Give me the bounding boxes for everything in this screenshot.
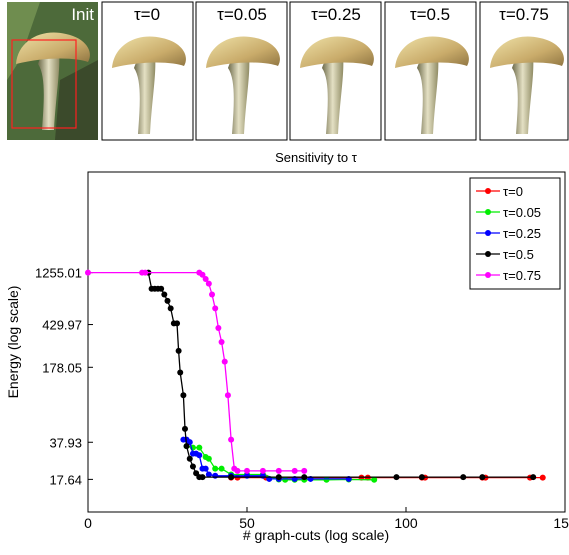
legend-label: τ=0.05: [503, 205, 541, 220]
data-point: [234, 467, 241, 474]
data-point: [228, 474, 235, 481]
data-point: [539, 474, 546, 481]
data-point: [205, 280, 212, 287]
image-strip: Init τ=0 τ=0.05 τ=0.25 τ=0.5 τ=0.75: [7, 1, 569, 141]
legend-label: τ=0.25: [503, 226, 541, 241]
data-point: [212, 465, 219, 472]
data-point: [167, 305, 174, 312]
panel: τ=0: [101, 1, 194, 141]
data-point: [177, 369, 184, 376]
data-point: [215, 325, 222, 332]
data-point: [212, 472, 219, 479]
panel-label: τ=0.05: [217, 5, 267, 24]
y-tick-label: 37.93: [49, 435, 82, 450]
data-point: [275, 467, 282, 474]
data-point: [186, 455, 193, 462]
data-point: [205, 455, 212, 462]
x-tick-label: 50: [239, 515, 255, 531]
legend: τ=0 τ=0.05 τ=0.25 τ=0.5 τ=0.75: [469, 177, 561, 290]
data-point: [164, 297, 171, 304]
data-point: [181, 425, 188, 432]
data-point: [158, 285, 165, 292]
data-point: [301, 467, 308, 474]
panel-label: τ=0.25: [311, 5, 361, 24]
data-point: [275, 474, 282, 481]
data-point: [259, 467, 266, 474]
data-point: [199, 474, 206, 481]
data-point: [196, 444, 203, 451]
series-line: [88, 271, 305, 472]
chart-title: Sensitivity to τ: [275, 150, 358, 165]
data-point: [371, 476, 378, 483]
data-point: [460, 474, 467, 481]
data-point: [174, 320, 181, 327]
data-point: [180, 392, 187, 399]
data-point: [212, 305, 219, 312]
data-point: [530, 474, 537, 481]
data-point: [202, 465, 209, 472]
y-tick-label: 17.64: [49, 472, 82, 487]
legend-label: τ=0.75: [503, 268, 541, 283]
data-point: [218, 339, 225, 345]
legend-label: τ=0: [503, 184, 523, 199]
data-point: [183, 443, 190, 450]
foliage: [7, 2, 40, 80]
legend-marker: [485, 251, 491, 257]
data-point: [186, 439, 193, 446]
plot-area: 0 50 100 150 17.64 37.93 178.05 429.97 1255.01 τ=…: [35, 177, 569, 531]
data-point: [205, 471, 212, 478]
panel-label: τ=0: [134, 5, 160, 24]
data-point: [209, 291, 216, 298]
x-tick-label: 0: [84, 515, 92, 531]
y-tick-label: 1255.01: [35, 266, 82, 281]
data-point: [244, 467, 250, 474]
legend-marker: [485, 230, 491, 236]
x-tick-label: 150: [553, 515, 569, 531]
data-point: [189, 463, 196, 470]
panel: τ=0.5: [384, 1, 477, 141]
data-point: [418, 474, 425, 481]
data-point: [199, 271, 206, 278]
data-point: [301, 474, 308, 481]
panel: τ=0.25: [289, 1, 382, 141]
panel: τ=0.75: [479, 1, 569, 141]
panel-label: τ=0.5: [410, 5, 450, 24]
y-tick-label: 178.05: [42, 360, 82, 375]
data-point: [393, 474, 400, 481]
series-line: [147, 272, 534, 478]
y-tick-label: 429.97: [42, 318, 82, 333]
data-point: [291, 467, 298, 474]
data-point: [221, 358, 228, 365]
panel-label: τ=0.75: [499, 5, 549, 24]
legend-marker: [485, 272, 491, 278]
data-point: [228, 436, 235, 443]
x-axis-label: # graph-cuts (log scale): [243, 527, 389, 543]
data-point: [142, 269, 149, 276]
x-tick-label: 100: [394, 515, 418, 531]
panel: τ=0.05: [195, 1, 288, 141]
data-point: [202, 276, 209, 283]
legend-label: τ=0.5: [503, 247, 534, 262]
data-point: [218, 465, 225, 472]
data-point: [224, 392, 231, 399]
panel-label: Init: [71, 5, 94, 24]
data-point: [85, 269, 91, 276]
y-axis-label: Energy (log scale): [5, 286, 21, 399]
legend-marker: [485, 188, 491, 194]
data-point: [479, 474, 486, 481]
data-point: [196, 452, 203, 459]
init-box: [11, 39, 77, 129]
plot-frame: [87, 171, 566, 513]
data-point: [161, 291, 168, 298]
legend-marker: [485, 209, 491, 215]
data-point: [175, 347, 182, 354]
